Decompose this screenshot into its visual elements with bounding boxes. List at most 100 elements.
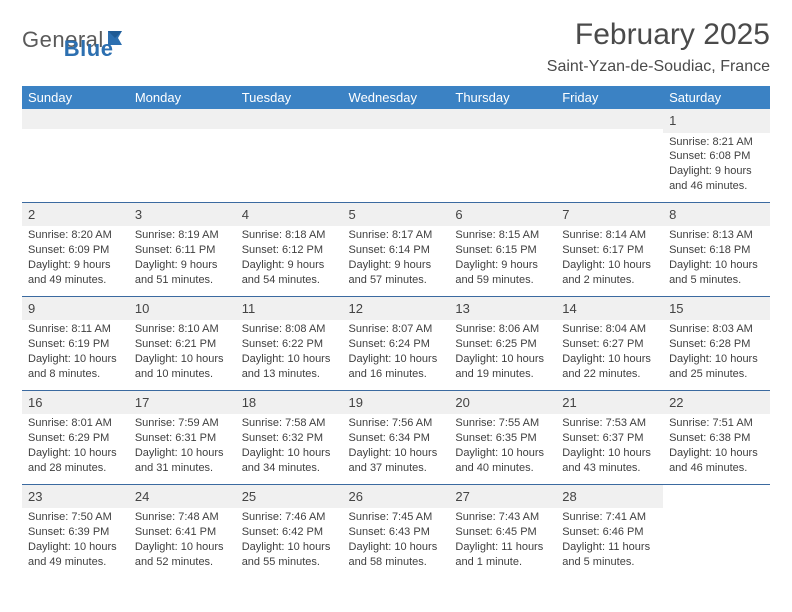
daylight-text: Daylight: 10 hours and 40 minutes. xyxy=(455,446,550,476)
calendar-week-row: 23Sunrise: 7:50 AMSunset: 6:39 PMDayligh… xyxy=(22,484,770,577)
day-number: 11 xyxy=(236,297,343,321)
calendar-day-cell: 9Sunrise: 8:11 AMSunset: 6:19 PMDaylight… xyxy=(22,296,129,390)
sunset-text: Sunset: 6:17 PM xyxy=(562,243,657,258)
calendar-day-cell xyxy=(449,109,556,202)
sunset-text: Sunset: 6:28 PM xyxy=(669,337,764,352)
day-number: 6 xyxy=(449,203,556,227)
calendar-day-cell: 5Sunrise: 8:17 AMSunset: 6:14 PMDaylight… xyxy=(343,202,450,296)
sunset-text: Sunset: 6:35 PM xyxy=(455,431,550,446)
daylight-text: Daylight: 9 hours and 49 minutes. xyxy=(28,258,123,288)
calendar-day-cell: 20Sunrise: 7:55 AMSunset: 6:35 PMDayligh… xyxy=(449,390,556,484)
empty-day xyxy=(449,109,556,129)
title-block: February 2025 Saint-Yzan-de-Soudiac, Fra… xyxy=(547,18,770,86)
sunset-text: Sunset: 6:32 PM xyxy=(242,431,337,446)
sunset-text: Sunset: 6:11 PM xyxy=(135,243,230,258)
calendar-day-cell: 3Sunrise: 8:19 AMSunset: 6:11 PMDaylight… xyxy=(129,202,236,296)
daylight-text: Daylight: 10 hours and 28 minutes. xyxy=(28,446,123,476)
sunrise-text: Sunrise: 7:56 AM xyxy=(349,416,444,431)
sunrise-text: Sunrise: 7:45 AM xyxy=(349,510,444,525)
calendar-day-cell: 23Sunrise: 7:50 AMSunset: 6:39 PMDayligh… xyxy=(22,484,129,577)
sunset-text: Sunset: 6:42 PM xyxy=(242,525,337,540)
empty-day xyxy=(236,109,343,129)
day-number: 5 xyxy=(343,203,450,227)
day-number: 12 xyxy=(343,297,450,321)
calendar-day-cell: 28Sunrise: 7:41 AMSunset: 6:46 PMDayligh… xyxy=(556,484,663,577)
daylight-text: Daylight: 10 hours and 58 minutes. xyxy=(349,540,444,570)
sunrise-text: Sunrise: 7:51 AM xyxy=(669,416,764,431)
sunrise-text: Sunrise: 7:48 AM xyxy=(135,510,230,525)
sunrise-text: Sunrise: 8:13 AM xyxy=(669,228,764,243)
sunset-text: Sunset: 6:31 PM xyxy=(135,431,230,446)
calendar-day-cell: 16Sunrise: 8:01 AMSunset: 6:29 PMDayligh… xyxy=(22,390,129,484)
brand-name-2: Blue xyxy=(64,36,114,61)
sunset-text: Sunset: 6:22 PM xyxy=(242,337,337,352)
sunrise-text: Sunrise: 7:58 AM xyxy=(242,416,337,431)
sunrise-text: Sunrise: 8:11 AM xyxy=(28,322,123,337)
daylight-text: Daylight: 9 hours and 57 minutes. xyxy=(349,258,444,288)
daylight-text: Daylight: 10 hours and 8 minutes. xyxy=(28,352,123,382)
day-number: 19 xyxy=(343,391,450,415)
sunset-text: Sunset: 6:18 PM xyxy=(669,243,764,258)
sunrise-text: Sunrise: 8:01 AM xyxy=(28,416,123,431)
calendar-day-cell: 6Sunrise: 8:15 AMSunset: 6:15 PMDaylight… xyxy=(449,202,556,296)
day-number: 22 xyxy=(663,391,770,415)
daylight-text: Daylight: 10 hours and 37 minutes. xyxy=(349,446,444,476)
calendar-day-cell: 13Sunrise: 8:06 AMSunset: 6:25 PMDayligh… xyxy=(449,296,556,390)
sunset-text: Sunset: 6:27 PM xyxy=(562,337,657,352)
daylight-text: Daylight: 10 hours and 13 minutes. xyxy=(242,352,337,382)
sunset-text: Sunset: 6:46 PM xyxy=(562,525,657,540)
weekday-header-row: Sunday Monday Tuesday Wednesday Thursday… xyxy=(22,86,770,109)
header-row: General Blue February 2025 Saint-Yzan-de… xyxy=(22,18,770,86)
sunset-text: Sunset: 6:25 PM xyxy=(455,337,550,352)
calendar-day-cell: 22Sunrise: 7:51 AMSunset: 6:38 PMDayligh… xyxy=(663,390,770,484)
weekday-header: Tuesday xyxy=(236,86,343,109)
daylight-text: Daylight: 10 hours and 16 minutes. xyxy=(349,352,444,382)
calendar-day-cell: 25Sunrise: 7:46 AMSunset: 6:42 PMDayligh… xyxy=(236,484,343,577)
day-number: 4 xyxy=(236,203,343,227)
day-number: 17 xyxy=(129,391,236,415)
sunrise-text: Sunrise: 8:10 AM xyxy=(135,322,230,337)
sunset-text: Sunset: 6:41 PM xyxy=(135,525,230,540)
calendar-day-cell: 14Sunrise: 8:04 AMSunset: 6:27 PMDayligh… xyxy=(556,296,663,390)
daylight-text: Daylight: 10 hours and 25 minutes. xyxy=(669,352,764,382)
calendar-day-cell xyxy=(236,109,343,202)
calendar-day-cell xyxy=(22,109,129,202)
sunset-text: Sunset: 6:39 PM xyxy=(28,525,123,540)
day-number: 7 xyxy=(556,203,663,227)
sunrise-text: Sunrise: 7:50 AM xyxy=(28,510,123,525)
weekday-header: Monday xyxy=(129,86,236,109)
daylight-text: Daylight: 10 hours and 2 minutes. xyxy=(562,258,657,288)
sunset-text: Sunset: 6:29 PM xyxy=(28,431,123,446)
calendar-week-row: 9Sunrise: 8:11 AMSunset: 6:19 PMDaylight… xyxy=(22,296,770,390)
sunset-text: Sunset: 6:21 PM xyxy=(135,337,230,352)
sunrise-text: Sunrise: 7:55 AM xyxy=(455,416,550,431)
calendar-day-cell: 10Sunrise: 8:10 AMSunset: 6:21 PMDayligh… xyxy=(129,296,236,390)
sunset-text: Sunset: 6:19 PM xyxy=(28,337,123,352)
sunrise-text: Sunrise: 8:20 AM xyxy=(28,228,123,243)
day-number: 27 xyxy=(449,485,556,509)
weekday-header: Saturday xyxy=(663,86,770,109)
empty-day xyxy=(343,109,450,129)
day-number: 24 xyxy=(129,485,236,509)
day-number: 1 xyxy=(663,109,770,133)
calendar-day-cell: 19Sunrise: 7:56 AMSunset: 6:34 PMDayligh… xyxy=(343,390,450,484)
calendar-day-cell xyxy=(556,109,663,202)
sunrise-text: Sunrise: 8:15 AM xyxy=(455,228,550,243)
sunset-text: Sunset: 6:09 PM xyxy=(28,243,123,258)
calendar-day-cell: 8Sunrise: 8:13 AMSunset: 6:18 PMDaylight… xyxy=(663,202,770,296)
calendar-day-cell xyxy=(129,109,236,202)
daylight-text: Daylight: 10 hours and 10 minutes. xyxy=(135,352,230,382)
calendar-body: 1Sunrise: 8:21 AMSunset: 6:08 PMDaylight… xyxy=(22,109,770,578)
calendar-day-cell xyxy=(663,484,770,577)
calendar-week-row: 16Sunrise: 8:01 AMSunset: 6:29 PMDayligh… xyxy=(22,390,770,484)
sunrise-text: Sunrise: 8:03 AM xyxy=(669,322,764,337)
weekday-header: Wednesday xyxy=(343,86,450,109)
daylight-text: Daylight: 10 hours and 19 minutes. xyxy=(455,352,550,382)
month-title: February 2025 xyxy=(547,18,770,52)
sunrise-text: Sunrise: 8:21 AM xyxy=(669,135,764,150)
day-number: 16 xyxy=(22,391,129,415)
sunset-text: Sunset: 6:34 PM xyxy=(349,431,444,446)
daylight-text: Daylight: 10 hours and 22 minutes. xyxy=(562,352,657,382)
calendar-day-cell: 15Sunrise: 8:03 AMSunset: 6:28 PMDayligh… xyxy=(663,296,770,390)
sunrise-text: Sunrise: 7:53 AM xyxy=(562,416,657,431)
